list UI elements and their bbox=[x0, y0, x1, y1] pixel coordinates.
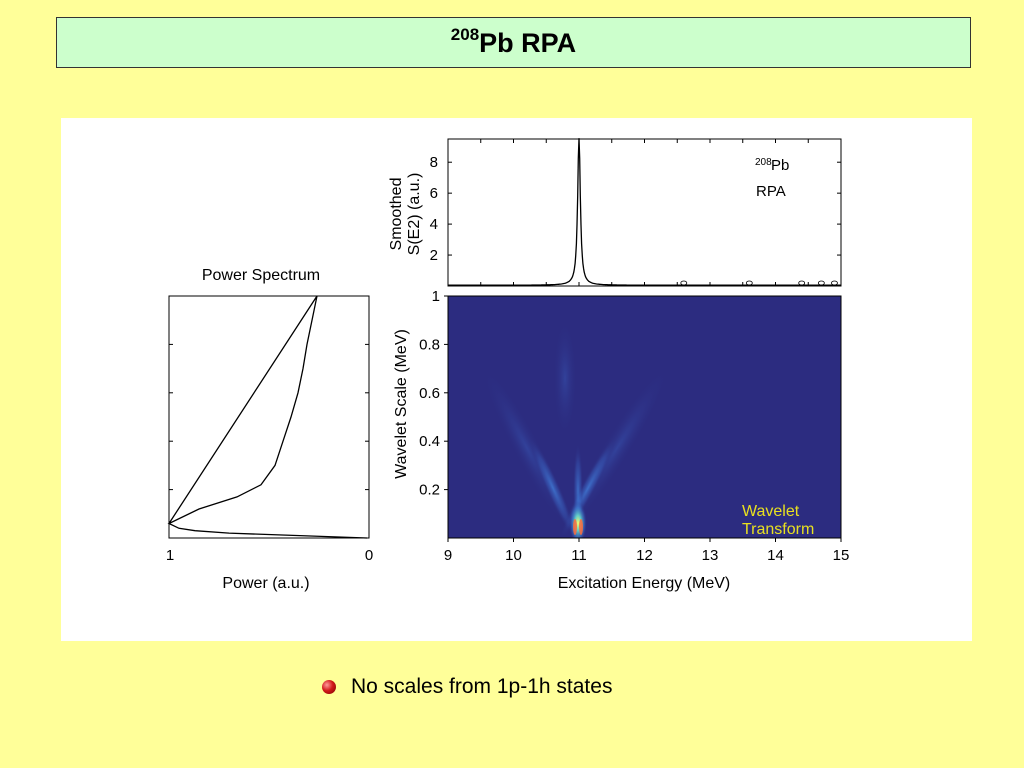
se2-annotation-sup: 208 bbox=[755, 157, 772, 168]
bullet-text: No scales from 1p-1h states bbox=[351, 675, 613, 698]
heatmap-annotation-line2: Transform bbox=[742, 521, 814, 538]
heatmap-lobe-left bbox=[529, 437, 577, 538]
title-main: Pb RPA bbox=[479, 27, 577, 58]
power-spectrum-panel: Power Spectrum 1 0 Power (a.u.) bbox=[166, 267, 373, 592]
heatmap-ytick-label: 0.6 bbox=[419, 385, 440, 402]
se2-ytick-label: 2 bbox=[430, 247, 438, 264]
heatmap-xtick-label: 10 bbox=[505, 547, 522, 564]
se2-yticks: 2 4 6 8 bbox=[430, 154, 841, 264]
se2-small-peak bbox=[745, 280, 753, 286]
power-x-left-label: 1 bbox=[166, 547, 174, 564]
se2-small-peak bbox=[831, 280, 838, 286]
se2-ytick-label: 4 bbox=[430, 216, 438, 233]
heatmap-ytick-label: 1 bbox=[432, 288, 440, 305]
se2-annotation-line1: Pb bbox=[771, 157, 789, 174]
se2-ytick-label: 6 bbox=[430, 185, 438, 202]
se2-small-peak bbox=[680, 280, 688, 286]
bullet-point: No scales from 1p-1h states bbox=[322, 675, 612, 699]
heatmap-yticks: 0.2 0.4 0.6 0.8 1 bbox=[419, 288, 448, 499]
heatmap-xtick-label: 14 bbox=[767, 547, 784, 564]
power-xlabel: Power (a.u.) bbox=[222, 575, 309, 592]
figure-svg: 2 4 6 8 Smoothed S(E2) (a.u.) 208 Pb RPA bbox=[166, 138, 849, 592]
heatmap-peak-right bbox=[579, 519, 583, 535]
heatmap-annotation-line1: Wavelet bbox=[742, 503, 800, 520]
power-x-right-label: 0 bbox=[365, 547, 373, 564]
se2-curve bbox=[448, 138, 841, 286]
wavelet-heatmap-panel: 9 10 11 12 13 14 15 0.2 0.4 0.6 0.8 1 Excitation E… bbox=[393, 288, 849, 592]
se2-ylabel-line1: Smoothed bbox=[388, 178, 405, 251]
heatmap-peak-left bbox=[573, 519, 577, 535]
heatmap-xtick-label: 11 bbox=[571, 547, 587, 564]
slide-title: 208Pb RPA bbox=[450, 24, 577, 59]
power-curve bbox=[167, 295, 368, 539]
power-title: Power Spectrum bbox=[202, 267, 320, 284]
heatmap-ytick-label: 0.2 bbox=[419, 482, 440, 499]
heatmap-xlabel: Excitation Energy (MeV) bbox=[558, 575, 731, 592]
heatmap-xtick-label: 15 bbox=[833, 547, 850, 564]
heatmap-faint-center bbox=[553, 318, 577, 438]
bullet-sphere-icon bbox=[322, 680, 336, 694]
heatmap-xticks: 9 10 11 12 13 14 15 bbox=[444, 538, 850, 564]
heatmap-xtick-label: 13 bbox=[702, 547, 719, 564]
se2-frame bbox=[447, 138, 842, 287]
heatmap-ytick-label: 0.4 bbox=[419, 433, 440, 450]
se2-ylabel-line2: S(E2) (a.u.) bbox=[406, 173, 423, 256]
power-frame bbox=[168, 295, 370, 539]
se2-ytick-label: 8 bbox=[430, 154, 438, 171]
heatmap-ytick-label: 0.8 bbox=[419, 336, 440, 353]
power-ticks bbox=[169, 295, 369, 491]
title-superscript: 208 bbox=[450, 24, 480, 44]
se2-small-peak bbox=[817, 280, 825, 286]
se2-small-peak bbox=[798, 280, 806, 286]
heatmap-xtick-label: 12 bbox=[636, 547, 653, 564]
se2-annotation-line2: RPA bbox=[756, 183, 786, 200]
heatmap-ylabel: Wavelet Scale (MeV) bbox=[393, 329, 410, 479]
heatmap-blobs bbox=[480, 318, 672, 538]
se2-small-peaks bbox=[680, 280, 838, 286]
se2-panel: 2 4 6 8 Smoothed S(E2) (a.u.) 208 Pb RPA bbox=[388, 138, 842, 287]
heatmap-xtick-label: 9 bbox=[444, 547, 452, 564]
wavelet-figure: 2 4 6 8 Smoothed S(E2) (a.u.) 208 Pb RPA bbox=[61, 118, 972, 641]
slide-title-box: 208Pb RPA bbox=[56, 17, 971, 68]
